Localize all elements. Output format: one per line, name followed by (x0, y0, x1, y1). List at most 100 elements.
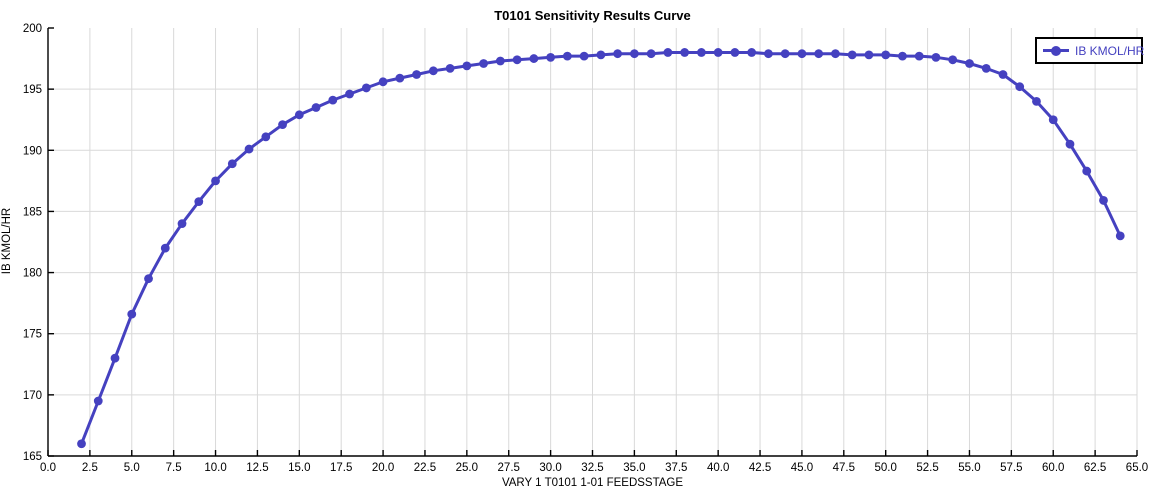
data-point-marker (713, 48, 723, 57)
x-tick-label: 37.5 (665, 462, 687, 474)
x-tick-label: 10.0 (204, 462, 226, 474)
data-point-marker (211, 176, 220, 186)
data-point-marker (730, 48, 740, 57)
data-point-marker (345, 89, 354, 99)
legend: IB KMOL/HR (1035, 37, 1145, 64)
y-tick-label: 165 (23, 451, 42, 463)
data-point-marker (646, 49, 656, 59)
data-point-marker (1048, 115, 1058, 125)
x-tick-label: 27.5 (498, 462, 520, 474)
data-point-marker (479, 59, 488, 68)
x-tick-label: 30.0 (539, 462, 561, 474)
data-point-marker (931, 52, 941, 62)
y-tick-label: 170 (23, 390, 42, 402)
data-point-marker (1065, 139, 1075, 149)
legend-label: IB KMOL/HR (1075, 43, 1145, 58)
data-point-marker (680, 48, 690, 57)
x-tick-label: 17.5 (330, 462, 352, 474)
data-point-marker (831, 49, 840, 59)
data-point-marker (194, 197, 204, 207)
x-tick-label: 60.0 (1042, 462, 1064, 474)
x-tick-label: 25.0 (456, 462, 478, 474)
x-tick-label: 20.0 (372, 462, 394, 474)
data-point-marker (127, 309, 137, 319)
data-point-marker (144, 274, 153, 284)
x-tick-label: 12.5 (246, 462, 268, 474)
y-tick-label: 185 (23, 206, 42, 218)
y-tick-label: 200 (23, 23, 42, 35)
x-tick-label: 45.0 (791, 462, 813, 474)
data-point-marker (629, 49, 639, 59)
data-point-marker (579, 51, 589, 61)
data-point-marker (898, 51, 907, 61)
data-point-marker (965, 59, 974, 68)
data-point-marker (780, 49, 790, 59)
x-tick-label: 52.5 (916, 462, 938, 474)
y-tick-label: 180 (23, 268, 42, 280)
data-point-marker (361, 83, 371, 93)
data-point-marker (462, 61, 472, 71)
data-point-marker (445, 63, 455, 73)
x-tick-label: 42.5 (749, 462, 771, 474)
data-point-marker (378, 77, 388, 87)
x-tick-label: 35.0 (623, 462, 645, 474)
data-point-marker (261, 132, 271, 142)
data-point-marker (764, 49, 773, 59)
data-point-marker (294, 110, 304, 120)
x-tick-label: 15.0 (288, 462, 310, 474)
x-tick-label: 32.5 (581, 462, 603, 474)
data-point-marker (1082, 166, 1092, 176)
data-point-marker (93, 396, 103, 406)
x-tick-label: 5.0 (124, 462, 140, 474)
y-tick-label: 175 (23, 329, 42, 341)
data-point-marker (328, 95, 338, 105)
x-axis-title: VARY 1 T0101 1-01 FEEDSSTAGE (501, 477, 684, 489)
x-tick-label: 62.5 (1084, 462, 1106, 474)
data-point-marker (797, 49, 807, 59)
data-point-marker (311, 103, 321, 112)
y-tick-label: 190 (23, 145, 42, 157)
x-tick-label: 0.0 (40, 462, 56, 474)
data-point-marker (495, 56, 505, 66)
x-tick-label: 55.0 (958, 462, 980, 474)
x-tick-label: 22.5 (414, 462, 436, 474)
data-point-marker (1099, 196, 1108, 205)
data-point-marker (948, 55, 958, 65)
data-point-marker (110, 353, 120, 363)
data-point-marker (77, 439, 86, 449)
data-point-marker (914, 51, 924, 61)
data-point-marker (244, 144, 254, 154)
y-tick-label: 195 (23, 84, 42, 96)
data-point-marker (1115, 231, 1125, 241)
data-point-marker (1015, 82, 1025, 92)
data-point-marker (596, 50, 606, 60)
data-point-marker (428, 66, 438, 76)
data-point-marker (663, 48, 673, 57)
data-point-marker (847, 50, 857, 60)
x-tick-label: 40.0 (707, 462, 729, 474)
data-point-marker (546, 52, 556, 62)
data-point-marker (512, 55, 522, 65)
data-point-marker (697, 48, 706, 57)
data-point-marker (160, 243, 170, 253)
data-point-marker (864, 50, 874, 60)
data-point-marker (278, 120, 287, 130)
data-point-marker (412, 70, 421, 79)
data-point-marker (227, 159, 237, 169)
data-point-marker (613, 49, 623, 59)
data-point-marker (1032, 96, 1041, 106)
data-point-marker (981, 63, 991, 73)
legend-line-marker-icon (1043, 45, 1069, 56)
x-tick-label: 47.5 (833, 462, 855, 474)
data-point-marker (529, 54, 539, 63)
data-point-marker (747, 48, 757, 57)
data-point-marker (395, 73, 405, 83)
data-point-marker (177, 219, 187, 229)
data-point-marker (562, 51, 572, 61)
x-tick-label: 2.5 (82, 462, 98, 474)
x-tick-label: 50.0 (874, 462, 896, 474)
data-point-marker (881, 50, 891, 60)
x-tick-label: 57.5 (1000, 462, 1022, 474)
